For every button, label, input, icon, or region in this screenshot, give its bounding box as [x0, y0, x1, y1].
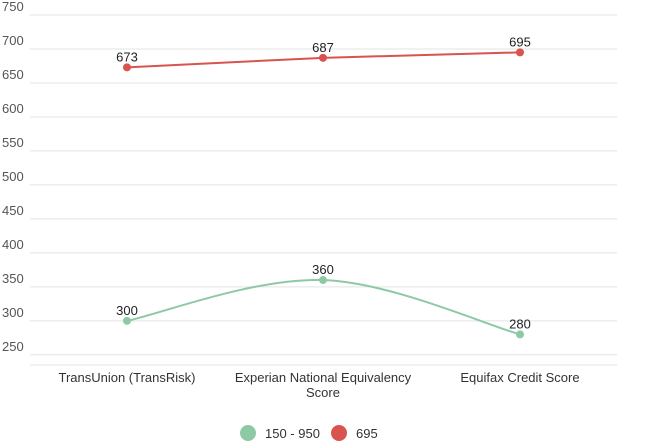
data-label-0-0: 300 — [116, 303, 138, 318]
data-point-0-2 — [516, 330, 524, 339]
x-tick-label-2: Equifax Credit Score — [460, 370, 579, 385]
data-label-0-1: 360 — [312, 262, 334, 277]
series-lines — [126, 51, 521, 336]
data-label-0-2: 280 — [509, 316, 531, 331]
data-point-0-0 — [123, 316, 131, 325]
data-label-1-2: 695 — [509, 34, 531, 49]
y-tick-label-750: 750 — [2, 0, 24, 14]
legend-swatch-1 — [331, 425, 347, 441]
y-tick-label-400: 400 — [2, 237, 24, 252]
y-tick-label-450: 450 — [2, 203, 24, 218]
y-tick-label-600: 600 — [2, 101, 24, 116]
legend-label-0: 150 - 950 — [265, 426, 320, 441]
y-tick-label-300: 300 — [2, 305, 24, 320]
data-label-1-1: 687 — [312, 40, 334, 55]
legend: 150 - 950 695 — [240, 425, 378, 441]
legend-swatch-0 — [240, 425, 256, 441]
legend-label-1: 695 — [356, 426, 378, 441]
series-line-0 — [126, 279, 521, 336]
data-point-0-1 — [319, 276, 327, 285]
data-labels: 300 360 280 673 687 695 — [116, 34, 531, 331]
data-label-1-0: 673 — [116, 49, 138, 64]
x-tick-label-1: Experian National Equivalency Score — [235, 370, 412, 400]
x-axis-categories: TransUnion (TransRisk) Experian National … — [58, 370, 579, 400]
data-point-1-0 — [123, 63, 131, 72]
y-tick-label-650: 650 — [2, 67, 24, 82]
data-point-1-1 — [319, 53, 327, 62]
y-axis-ticks: 250 300 350 400 450 500 550 600 650 700 750 — [2, 0, 24, 354]
y-tick-label-350: 350 — [2, 271, 24, 286]
x-tick-label-0: TransUnion (TransRisk) — [58, 370, 195, 385]
y-tick-label-700: 700 — [2, 33, 24, 48]
y-tick-label-500: 500 — [2, 169, 24, 184]
y-tick-label-250: 250 — [2, 339, 24, 354]
data-points — [123, 48, 524, 339]
data-point-1-2 — [516, 48, 524, 57]
y-tick-label-550: 550 — [2, 135, 24, 150]
